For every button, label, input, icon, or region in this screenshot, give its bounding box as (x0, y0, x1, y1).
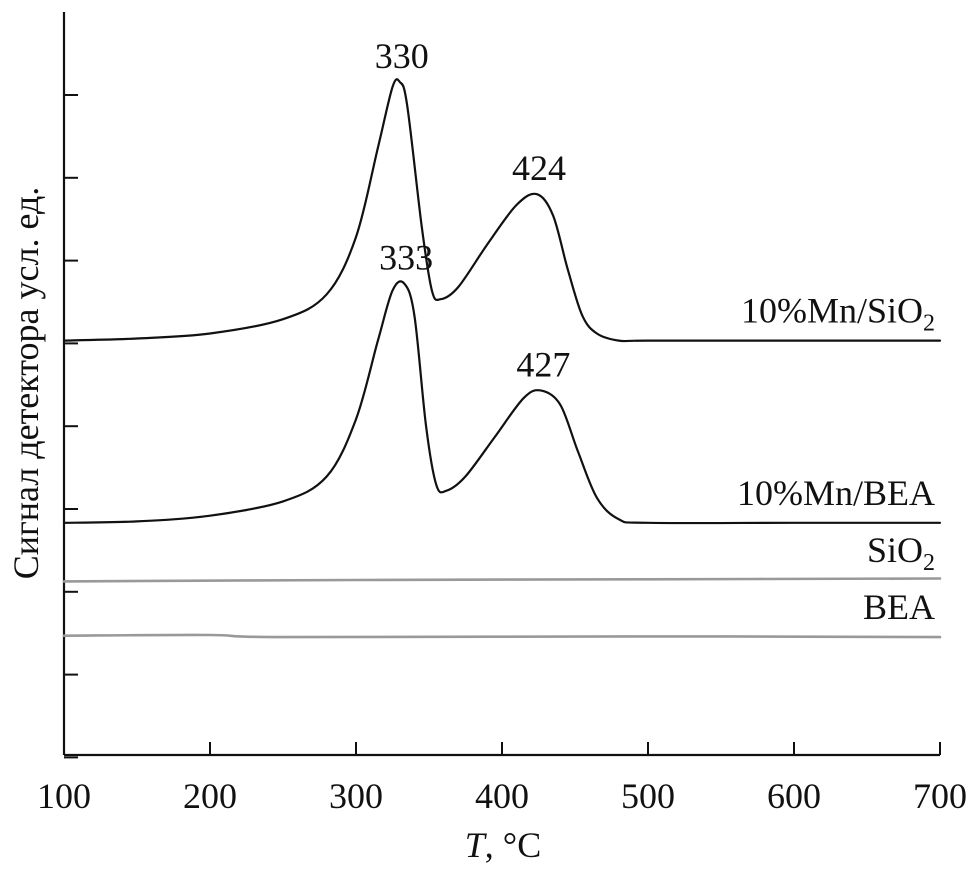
x-tick-label: 400 (475, 776, 529, 816)
x-tick-label: 500 (621, 776, 675, 816)
peak-label: 427 (516, 345, 570, 385)
series-line (62, 633, 942, 639)
series-line (62, 78, 942, 343)
series-label: 10%Mn/BEA (737, 473, 935, 513)
series-label-main: 10%Mn/SiO (741, 291, 923, 331)
series-line (62, 280, 942, 525)
y-axis-title: Сигнал детектора усл. ед. (6, 187, 46, 580)
x-axis-title-symbol: T (465, 825, 488, 865)
x-tick-label: 200 (183, 776, 237, 816)
x-ticks: 100 200 300 400 500 600 700 (37, 742, 967, 816)
peak-label: 424 (512, 148, 566, 188)
axes (62, 12, 940, 757)
x-tick-label: 700 (913, 776, 967, 816)
series-label-main: 10%Mn/BEA (737, 473, 935, 513)
series-label-subscript: 2 (923, 311, 935, 337)
x-tick-label: 300 (329, 776, 383, 816)
peak-label: 330 (375, 36, 429, 76)
series-label: SiO2 (867, 530, 935, 576)
series-label: BEA (863, 587, 935, 627)
series-line (62, 577, 942, 583)
series-label-main: SiO (867, 530, 923, 570)
x-axis-title: T, °C (465, 825, 541, 865)
series-label: 10%Mn/SiO2 (741, 291, 935, 337)
x-tick-label: 600 (767, 776, 821, 816)
peak-labels: 330 424 333 427 (375, 36, 571, 385)
series-label-main: BEA (863, 587, 935, 627)
peak-label: 333 (379, 237, 433, 277)
y-ticks (64, 94, 78, 759)
series-label-subscript: 2 (923, 550, 935, 576)
x-axis-title-unit: , °C (485, 825, 541, 865)
x-tick-label: 100 (37, 776, 91, 816)
curves (62, 78, 942, 639)
